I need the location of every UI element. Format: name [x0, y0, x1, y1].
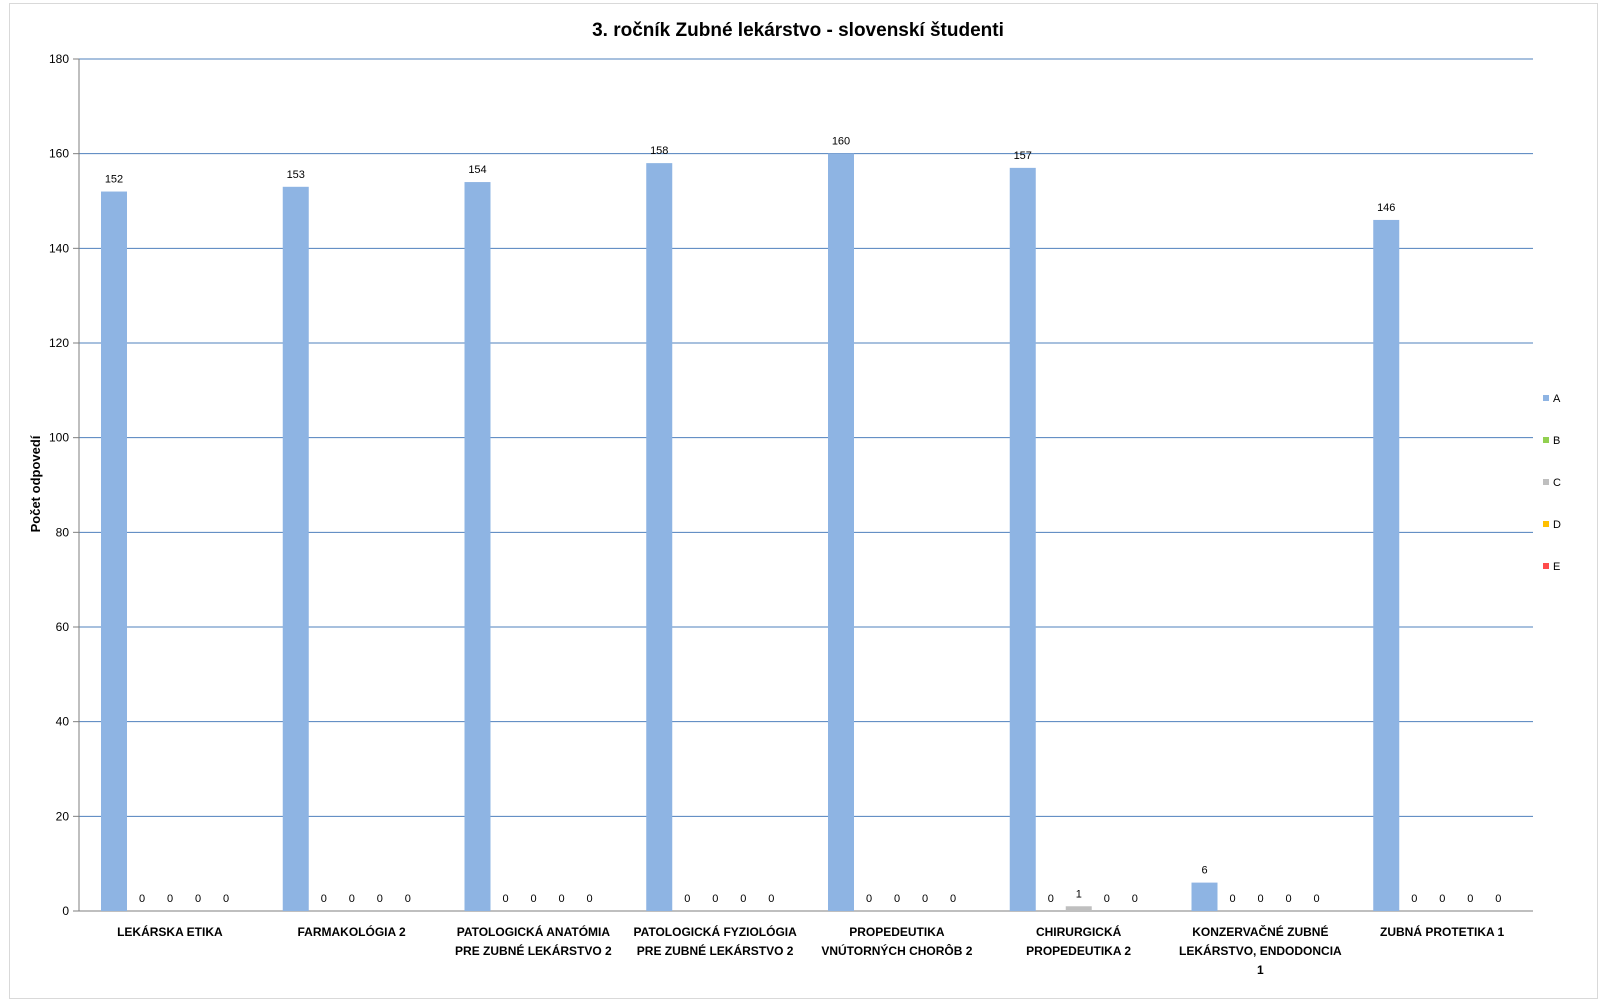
bar-a: [464, 182, 491, 912]
data-label: 0: [1467, 893, 1473, 905]
bar-a: [646, 163, 673, 912]
data-label: 1: [1076, 888, 1082, 900]
x-category-label: PATOLOGICKÁ ANATÓMIA: [457, 924, 611, 939]
bar-c: [1065, 906, 1092, 911]
data-label: 0: [768, 893, 774, 905]
y-tick-label: 40: [56, 715, 70, 729]
data-label: 0: [321, 893, 327, 905]
data-label: 0: [1257, 893, 1263, 905]
x-category-label: PRE ZUBNÉ LEKÁRSTVO 2: [455, 943, 612, 958]
data-label: 0: [1439, 893, 1445, 905]
data-label: 0: [1313, 893, 1319, 905]
x-category-label: KONZERVAČNÉ ZUBNÉ: [1192, 924, 1328, 939]
data-label: 0: [866, 893, 872, 905]
data-label: 0: [405, 893, 411, 905]
x-category-label: LEKÁRSTVO, ENDODONCIA: [1179, 943, 1342, 958]
data-label: 0: [740, 893, 746, 905]
legend-label: C: [1553, 477, 1561, 489]
x-category-label: PATOLOGICKÁ FYZIOLÓGIA: [633, 924, 797, 939]
legend-label: D: [1553, 519, 1561, 531]
data-label: 0: [922, 893, 928, 905]
data-label: 146: [1377, 202, 1395, 214]
x-category-label: LEKÁRSKA ETIKA: [117, 924, 223, 939]
data-label: 157: [1014, 150, 1032, 162]
data-label: 158: [650, 145, 668, 157]
y-tick-label: 140: [49, 241, 69, 255]
legend: A B C D E: [1543, 393, 1561, 573]
legend-label: B: [1553, 435, 1560, 447]
y-tick-label: 160: [49, 147, 69, 161]
data-label: 0: [349, 893, 355, 905]
data-label: 154: [468, 164, 486, 176]
data-label: 0: [684, 893, 690, 905]
gridlines: [79, 58, 1533, 817]
data-label: 0: [1229, 893, 1235, 905]
data-label: 0: [1285, 893, 1291, 905]
data-label: 0: [894, 893, 900, 905]
legend-swatch-e: [1543, 563, 1549, 569]
data-label: 0: [223, 893, 229, 905]
data-label: 0: [586, 893, 592, 905]
data-label: 0: [558, 893, 564, 905]
y-tick-label: 20: [56, 809, 70, 823]
legend-label: A: [1553, 393, 1561, 405]
y-tick-label: 120: [49, 336, 69, 350]
data-label: 0: [950, 893, 956, 905]
data-label: 0: [502, 893, 508, 905]
data-label: 0: [1495, 893, 1501, 905]
x-category-label: VNÚTORNÝCH CHORÔB 2: [821, 943, 972, 958]
y-tick-label: 80: [56, 525, 70, 539]
bar-a: [101, 191, 127, 912]
data-label: 0: [195, 893, 201, 905]
bars: [101, 153, 1400, 912]
bar-a: [1009, 167, 1036, 911]
x-category-label: 1: [1257, 963, 1264, 977]
data-label: 0: [1048, 893, 1054, 905]
legend-swatch-b: [1543, 437, 1549, 443]
bar-a: [1191, 882, 1218, 911]
data-label: 0: [167, 893, 173, 905]
y-tick-label: 180: [49, 52, 69, 66]
data-label: 0: [1411, 893, 1417, 905]
data-label: 0: [1132, 893, 1138, 905]
data-label: 6: [1201, 865, 1207, 877]
chart-title: 3. ročník Zubné lekárstvo - slovenskí št…: [592, 20, 1004, 41]
x-category-label: ZUBNÁ PROTETIKA 1: [1380, 924, 1505, 939]
x-category-label: CHIRURGICKÁ: [1036, 924, 1122, 939]
x-category-label: PROPEDEUTIKA 2: [1026, 944, 1131, 958]
bar-a: [1373, 219, 1400, 911]
x-category-label: PRE ZUBNÉ LEKÁRSTVO 2: [637, 943, 794, 958]
legend-swatch-d: [1543, 521, 1549, 527]
y-tick-label: 60: [56, 620, 70, 634]
data-label: 160: [832, 136, 850, 148]
y-tick-label: 100: [49, 431, 69, 445]
bar-a: [828, 153, 854, 911]
chart-frame: [9, 3, 1598, 999]
bar-a: [282, 186, 309, 912]
data-label: 0: [377, 893, 383, 905]
x-category-label: PROPEDEUTIKA: [849, 925, 945, 939]
data-label: 153: [287, 169, 305, 181]
data-label: 152: [105, 174, 123, 186]
data-label: 0: [712, 893, 718, 905]
legend-swatch-c: [1543, 479, 1549, 485]
x-category-label: FARMAKOLÓGIA 2: [298, 924, 407, 939]
x-axis-categories: LEKÁRSKA ETIKA FARMAKOLÓGIA 2 PATOLOGICKÁ …: [117, 924, 1504, 977]
legend-swatch-a: [1543, 395, 1549, 401]
y-axis-label: Počet odpovedí: [28, 435, 43, 532]
y-tick-label: 0: [62, 904, 69, 918]
data-label: 0: [1104, 893, 1110, 905]
data-label: 0: [139, 893, 145, 905]
legend-label: E: [1553, 561, 1560, 573]
data-label: 0: [530, 893, 536, 905]
